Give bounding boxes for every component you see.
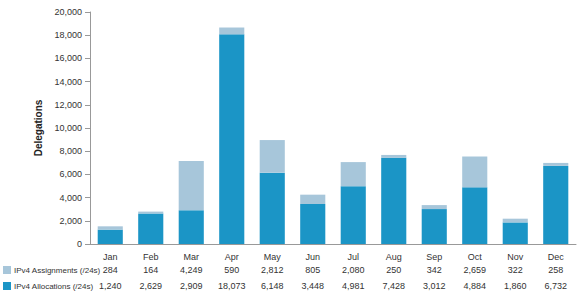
svg-text:Nov: Nov xyxy=(507,252,524,262)
svg-text:2,629: 2,629 xyxy=(139,281,162,291)
svg-text:Jun: Jun xyxy=(305,252,320,262)
svg-text:Dec: Dec xyxy=(548,252,565,262)
svg-text:IPv4 Assignments (/24s): IPv4 Assignments (/24s) xyxy=(14,266,101,275)
svg-text:16,000: 16,000 xyxy=(54,53,82,63)
svg-text:Feb: Feb xyxy=(143,252,159,262)
svg-text:Oct: Oct xyxy=(468,252,483,262)
svg-text:1,860: 1,860 xyxy=(504,281,527,291)
svg-text:284: 284 xyxy=(103,265,118,275)
svg-text:7,428: 7,428 xyxy=(382,281,405,291)
svg-text:18,000: 18,000 xyxy=(54,30,82,40)
svg-text:2,000: 2,000 xyxy=(59,216,82,226)
svg-text:590: 590 xyxy=(224,265,239,275)
svg-text:4,000: 4,000 xyxy=(59,193,82,203)
svg-text:3,012: 3,012 xyxy=(423,281,446,291)
svg-text:18,073: 18,073 xyxy=(218,281,246,291)
svg-text:Aug: Aug xyxy=(386,252,402,262)
svg-text:May: May xyxy=(264,252,282,262)
svg-text:6,732: 6,732 xyxy=(544,281,567,291)
svg-text:6,000: 6,000 xyxy=(59,169,82,179)
svg-text:Delegations: Delegations xyxy=(33,99,44,156)
svg-text:4,981: 4,981 xyxy=(342,281,365,291)
svg-text:4,884: 4,884 xyxy=(463,281,486,291)
svg-text:1,240: 1,240 xyxy=(99,281,122,291)
svg-text:2,080: 2,080 xyxy=(342,265,365,275)
svg-text:14,000: 14,000 xyxy=(54,77,82,87)
svg-text:10,000: 10,000 xyxy=(54,123,82,133)
svg-text:8,000: 8,000 xyxy=(59,146,82,156)
svg-text:805: 805 xyxy=(305,265,320,275)
svg-text:4,249: 4,249 xyxy=(180,265,203,275)
svg-text:Apr: Apr xyxy=(225,252,239,262)
svg-text:20,000: 20,000 xyxy=(54,7,82,17)
svg-text:IPv4 Allocations (/24s): IPv4 Allocations (/24s) xyxy=(14,282,93,291)
svg-text:12,000: 12,000 xyxy=(54,100,82,110)
svg-text:Mar: Mar xyxy=(184,252,200,262)
svg-text:3,448: 3,448 xyxy=(301,281,324,291)
svg-text:258: 258 xyxy=(548,265,563,275)
svg-text:2,659: 2,659 xyxy=(463,265,486,275)
svg-text:0: 0 xyxy=(77,239,82,249)
svg-text:Jan: Jan xyxy=(103,252,118,262)
svg-text:2,909: 2,909 xyxy=(180,281,203,291)
svg-text:322: 322 xyxy=(508,265,523,275)
svg-text:Sep: Sep xyxy=(426,252,442,262)
svg-text:164: 164 xyxy=(143,265,158,275)
svg-text:2,812: 2,812 xyxy=(261,265,284,275)
svg-text:250: 250 xyxy=(386,265,401,275)
svg-text:Jul: Jul xyxy=(347,252,359,262)
svg-text:6,148: 6,148 xyxy=(261,281,284,291)
svg-text:342: 342 xyxy=(427,265,442,275)
